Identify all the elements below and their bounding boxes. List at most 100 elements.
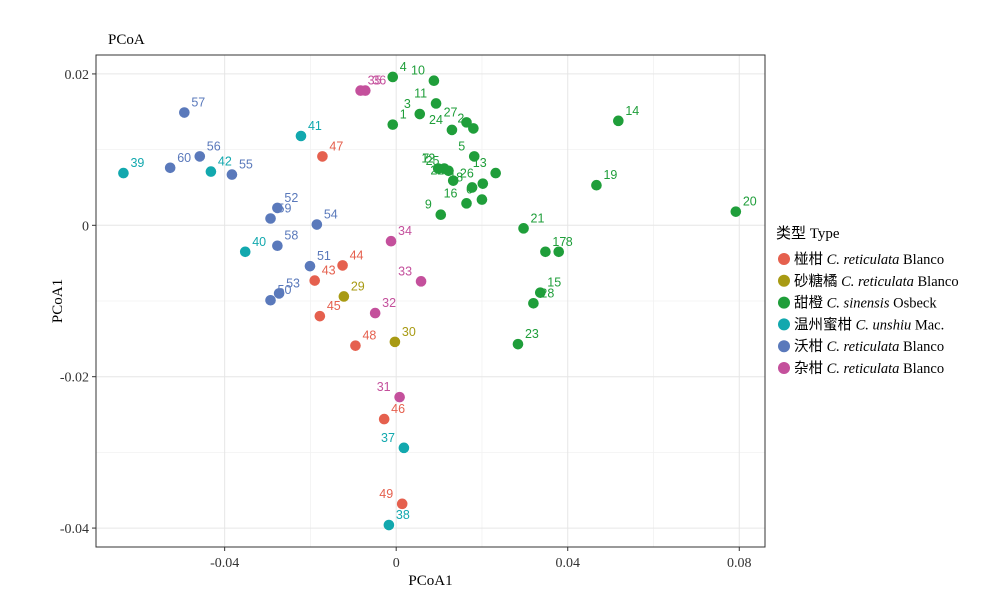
data-point: [518, 223, 529, 234]
point-label: 31: [377, 380, 391, 394]
point-label: 7: [422, 152, 429, 166]
data-point: [468, 151, 480, 162]
data-point: [468, 123, 479, 134]
data-point: [360, 85, 371, 96]
point-label: 43: [322, 264, 336, 278]
data-point: [164, 162, 176, 174]
point-label: 36: [372, 74, 386, 88]
legend-swatch: [778, 274, 790, 287]
point-label: 40: [252, 235, 266, 249]
legend-label: 杂柑 C. reticulata Blanco: [794, 360, 944, 377]
point-label: 53: [286, 276, 300, 290]
data-point: [239, 246, 251, 258]
point-label: 19: [603, 168, 617, 182]
x-tick-label: 0.08: [727, 556, 752, 571]
data-point: [512, 338, 524, 350]
data-point: [205, 166, 217, 177]
point-label: 27: [444, 105, 458, 119]
data-point: [394, 391, 405, 403]
data-point: [350, 340, 361, 351]
data-point: [194, 151, 206, 162]
data-point: [179, 107, 190, 118]
chart-title: PCoA: [108, 32, 145, 48]
point-label: 30: [402, 325, 416, 339]
x-axis-title: PCoA1: [408, 573, 452, 589]
data-points: [118, 71, 742, 531]
point-label: 32: [382, 296, 396, 310]
point-label: 47: [329, 139, 343, 153]
point-label: 54: [324, 208, 338, 222]
x-tick-label: -0.04: [210, 556, 239, 571]
point-label: 59: [278, 201, 292, 215]
data-point: [476, 194, 488, 205]
data-point: [273, 288, 285, 299]
point-label: 5: [458, 139, 465, 153]
y-axis: 0.02 0 -0.02 -0.04: [60, 68, 96, 537]
point-label: 8: [566, 235, 573, 249]
point-label: 60: [177, 151, 191, 165]
point-label: 49: [379, 487, 393, 501]
legend-swatch: [778, 253, 790, 265]
point-label: 57: [191, 96, 205, 110]
point-label: 37: [381, 431, 395, 445]
x-tick-label: 0: [393, 556, 400, 571]
data-point: [730, 206, 742, 217]
point-label: 42: [218, 155, 232, 169]
point-label: 24: [429, 113, 443, 127]
data-point: [613, 115, 624, 127]
point-label: 12: [421, 152, 435, 166]
point-label: 55: [239, 158, 253, 172]
point-label: 28: [540, 286, 554, 300]
data-point: [337, 260, 348, 271]
data-point: [428, 75, 440, 87]
data-point: [295, 130, 307, 142]
point-label: 39: [130, 156, 144, 170]
data-point: [387, 71, 399, 83]
data-point: [265, 294, 276, 306]
point-label: 10: [411, 64, 425, 78]
point-label: 20: [743, 195, 757, 209]
legend: 类型 Type 椪柑 C. reticulata Blanco 砂糖橘 C. re…: [776, 225, 959, 377]
y-tick-label: -0.02: [60, 371, 89, 386]
point-label: 1: [400, 108, 407, 122]
data-point: [272, 202, 283, 214]
data-point: [304, 260, 316, 272]
data-point: [118, 167, 129, 179]
data-point: [383, 519, 395, 531]
x-axis: -0.04 0 0.04 0.08: [210, 547, 752, 571]
point-label: 4: [400, 60, 407, 74]
point-label: 34: [398, 224, 412, 238]
legend-swatch: [778, 296, 790, 309]
point-label: 14: [625, 104, 639, 118]
data-point: [461, 198, 472, 209]
point-label: 18: [449, 170, 463, 184]
point-label: 17: [552, 235, 566, 249]
point-label: 3: [404, 97, 411, 111]
legend-label: 甜橙 C. sinensis Osbeck: [794, 295, 937, 312]
point-label: 29: [351, 279, 365, 293]
point-label: 48: [362, 329, 376, 343]
legend-title: 类型 Type: [776, 225, 840, 242]
data-point: [369, 307, 381, 319]
data-point: [461, 117, 472, 128]
data-point: [311, 219, 323, 230]
data-point: [443, 165, 454, 177]
y-tick-label: -0.04: [60, 522, 89, 537]
data-point: [477, 178, 489, 189]
point-label: 13: [473, 156, 487, 170]
point-label: 58: [284, 229, 298, 243]
point-label: 26: [460, 167, 474, 181]
point-label: 25: [426, 154, 440, 168]
data-point: [314, 310, 326, 322]
legend-swatch: [778, 362, 790, 374]
data-point: [553, 246, 565, 258]
data-point: [466, 182, 478, 193]
data-point: [398, 442, 410, 454]
point-label: 51: [317, 249, 331, 263]
point-label: 44: [350, 248, 364, 262]
data-point: [591, 179, 602, 191]
point-label: 9: [425, 198, 432, 212]
point-label: 52: [284, 191, 298, 205]
grid: [96, 55, 765, 547]
data-point: [387, 119, 399, 130]
